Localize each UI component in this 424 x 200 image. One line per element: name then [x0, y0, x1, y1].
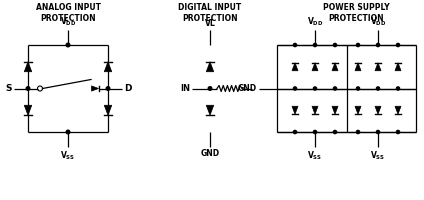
Circle shape [313, 130, 317, 134]
Circle shape [293, 87, 297, 90]
Polygon shape [104, 62, 112, 72]
Polygon shape [206, 105, 214, 115]
Circle shape [377, 130, 379, 134]
Text: IN: IN [180, 84, 190, 93]
Text: $\mathbf{V_{SS}}$: $\mathbf{V_{SS}}$ [371, 149, 386, 162]
Text: DIGITAL INPUT
PROTECTION: DIGITAL INPUT PROTECTION [179, 3, 242, 23]
Polygon shape [375, 63, 381, 71]
Polygon shape [395, 106, 401, 114]
Polygon shape [312, 106, 318, 114]
Circle shape [293, 130, 297, 134]
Circle shape [377, 87, 379, 90]
Circle shape [333, 43, 337, 47]
Circle shape [293, 43, 297, 47]
Polygon shape [332, 63, 338, 71]
Text: GND: GND [201, 149, 220, 158]
Polygon shape [355, 106, 361, 114]
Circle shape [396, 43, 399, 47]
Polygon shape [24, 62, 32, 72]
Circle shape [396, 87, 399, 90]
Text: POWER SUPPLY
PROTECTION: POWER SUPPLY PROTECTION [323, 3, 389, 23]
Circle shape [377, 43, 379, 47]
Circle shape [106, 87, 110, 90]
Text: $\mathbf{V_{DD}}$: $\mathbf{V_{DD}}$ [307, 16, 323, 28]
Text: S: S [6, 84, 12, 93]
Text: VL: VL [205, 19, 215, 28]
Circle shape [333, 130, 337, 134]
Circle shape [357, 43, 360, 47]
Polygon shape [312, 63, 318, 71]
Polygon shape [92, 86, 98, 91]
Circle shape [357, 87, 360, 90]
Polygon shape [395, 63, 401, 71]
Circle shape [313, 87, 317, 90]
Text: $\mathbf{V_{DD}}$: $\mathbf{V_{DD}}$ [60, 16, 76, 28]
Polygon shape [292, 63, 298, 71]
Polygon shape [332, 106, 338, 114]
Circle shape [26, 87, 30, 90]
Text: $\mathbf{V_{SS}}$: $\mathbf{V_{SS}}$ [307, 149, 323, 162]
Text: $\mathbf{V_{DD}}$: $\mathbf{V_{DD}}$ [370, 16, 386, 28]
Polygon shape [24, 105, 32, 115]
Polygon shape [292, 106, 298, 114]
Circle shape [66, 130, 70, 134]
Circle shape [357, 130, 360, 134]
Text: D: D [124, 84, 131, 93]
Text: ANALOG INPUT
PROTECTION: ANALOG INPUT PROTECTION [36, 3, 100, 23]
Circle shape [396, 130, 399, 134]
Polygon shape [375, 106, 381, 114]
Circle shape [313, 43, 317, 47]
Circle shape [66, 43, 70, 47]
Polygon shape [206, 62, 214, 72]
Polygon shape [104, 105, 112, 115]
Circle shape [208, 87, 212, 90]
Text: GND: GND [238, 84, 257, 93]
Polygon shape [355, 63, 361, 71]
Text: $\mathbf{V_{SS}}$: $\mathbf{V_{SS}}$ [60, 149, 75, 162]
Circle shape [333, 87, 337, 90]
